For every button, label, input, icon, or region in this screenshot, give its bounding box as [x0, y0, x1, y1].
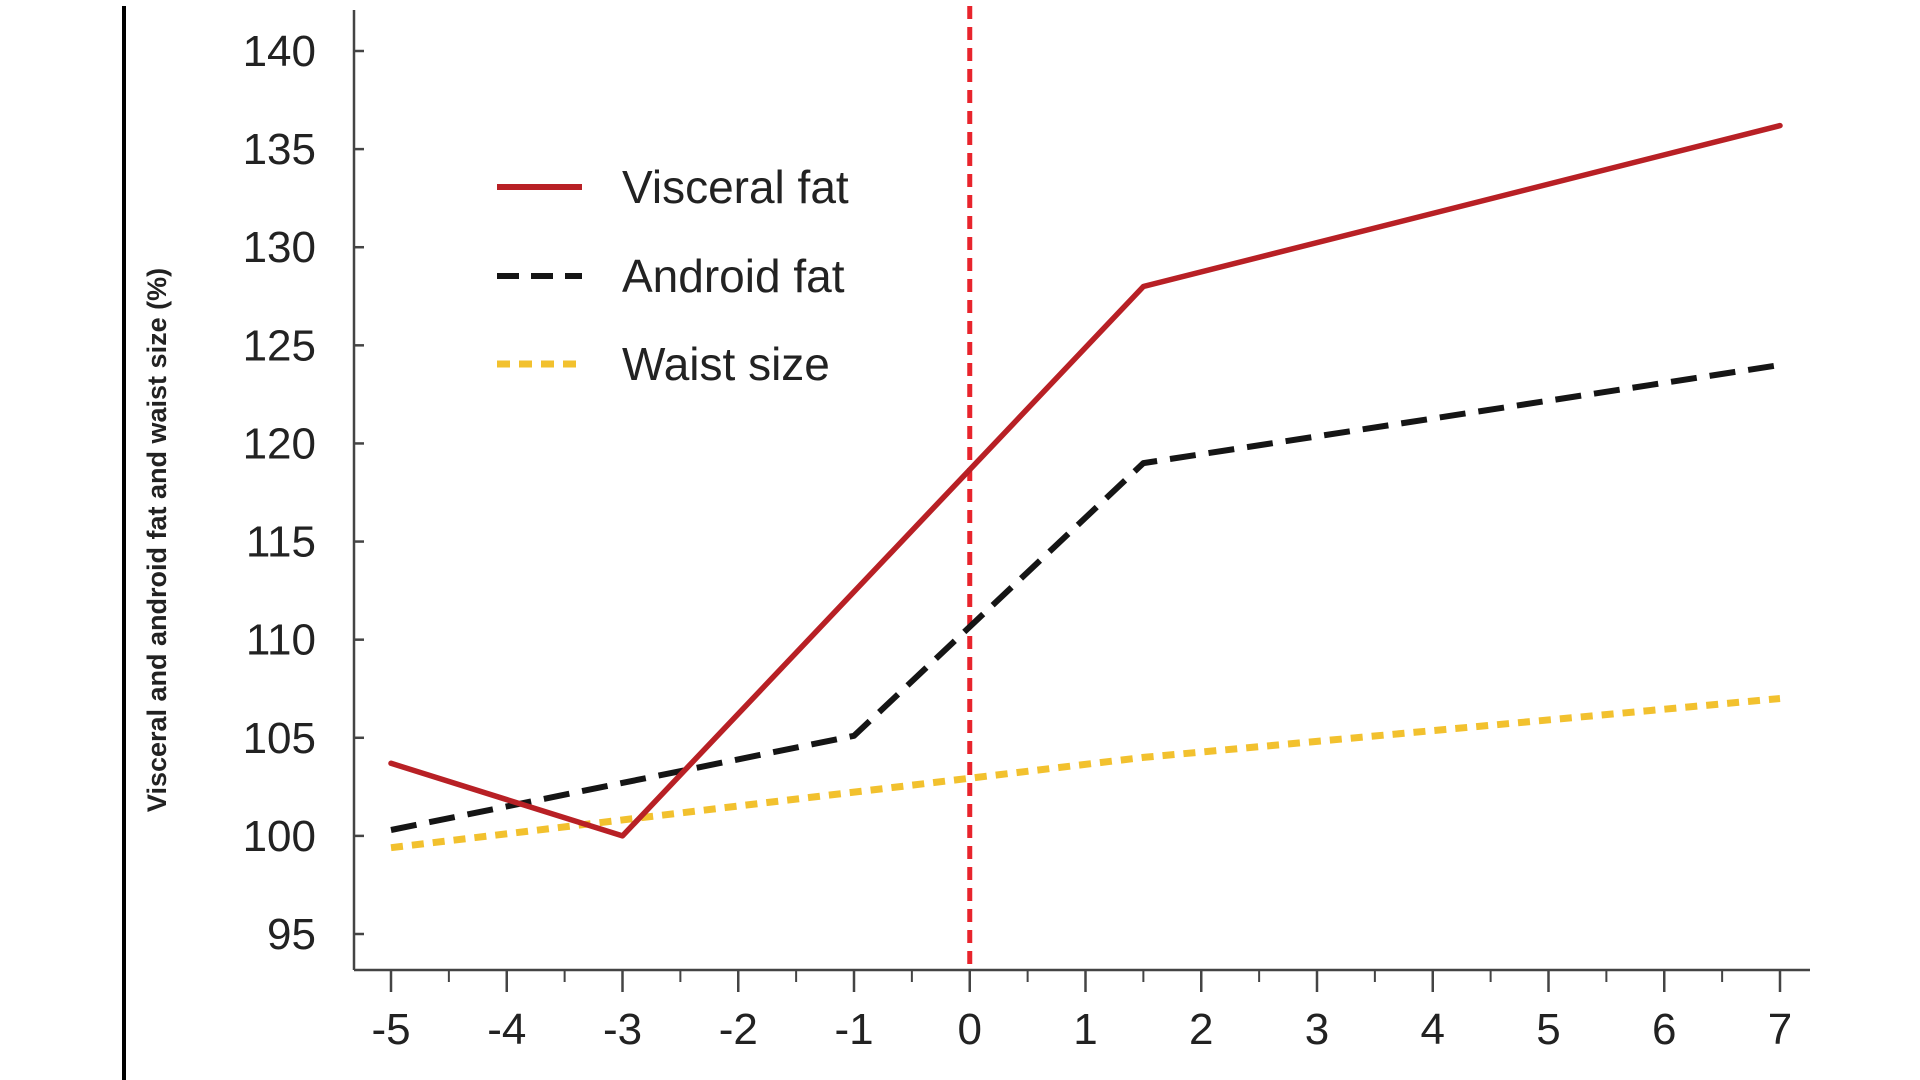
x-tick-label-2: 2 — [1189, 1005, 1213, 1054]
x-tick-label--4: -4 — [487, 1005, 526, 1054]
x-tick-label-6: 6 — [1652, 1005, 1676, 1054]
x-tick-label-3: 3 — [1305, 1005, 1329, 1054]
y-tick-label-105: 105 — [243, 714, 316, 763]
y-tick-label-130: 130 — [243, 223, 316, 272]
legend-label-android-fat: Android fat — [622, 250, 845, 302]
y-tick-label-140: 140 — [243, 27, 316, 76]
y-tick-label-100: 100 — [243, 812, 316, 861]
y-tick-label-115: 115 — [246, 518, 316, 567]
x-tick-label-0: 0 — [958, 1005, 982, 1054]
x-tick-label--1: -1 — [834, 1005, 873, 1054]
x-tick-label--2: -2 — [719, 1005, 758, 1054]
series-line-visceral-fat — [388, 122, 1783, 839]
y-tick-label-135: 135 — [243, 125, 316, 174]
x-tick-label-4: 4 — [1421, 1005, 1445, 1054]
y-axis-label: Visceral and android fat and waist size … — [142, 268, 172, 812]
y-tick-label-120: 120 — [243, 419, 316, 468]
x-tick-label-7: 7 — [1768, 1005, 1792, 1054]
series-line-android-fat — [390, 362, 1781, 833]
y-tick-label-125: 125 — [243, 321, 316, 370]
series-line-waist-size — [390, 695, 1781, 852]
y-tick-label-95: 95 — [267, 910, 316, 959]
legend-label-waist-size: Waist size — [622, 338, 830, 390]
y-tick-label-110: 110 — [246, 616, 316, 665]
legend: Visceral fat Android fat Waist size — [497, 161, 849, 390]
legend-label-visceral-fat: Visceral fat — [622, 161, 849, 213]
x-tick-label-1: 1 — [1073, 1005, 1097, 1054]
left-border-line — [122, 6, 126, 1080]
x-tick-label-5: 5 — [1536, 1005, 1560, 1054]
series-layer — [388, 122, 1783, 852]
x-tick-label--3: -3 — [603, 1005, 642, 1054]
x-tick-label--5: -5 — [371, 1005, 410, 1054]
